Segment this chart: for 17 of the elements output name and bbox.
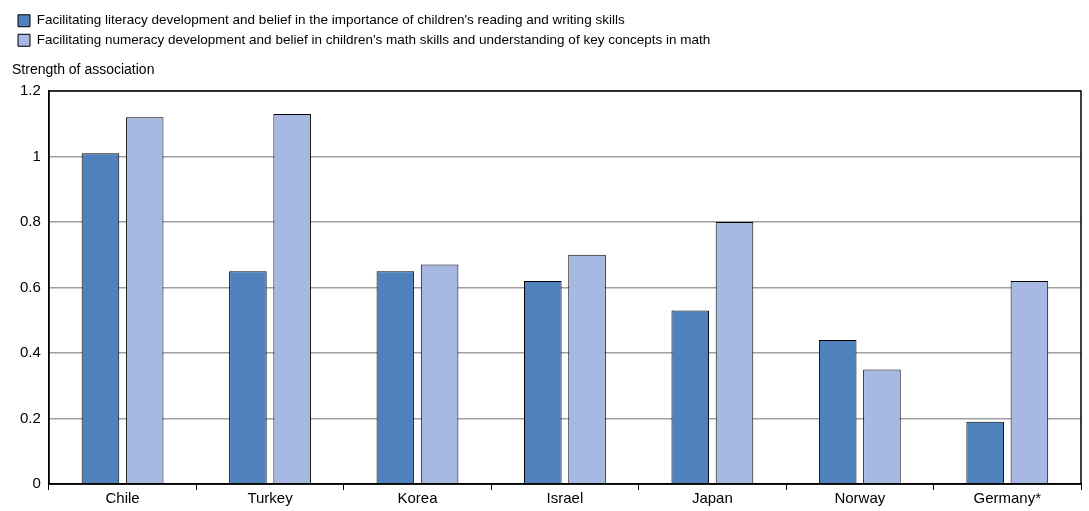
y-tick-label: 0.4 [19, 343, 41, 361]
x-tick-label: Chile [105, 489, 140, 507]
x-tick-label: Germany* [973, 489, 1042, 507]
y-tick-label: 0.2 [19, 408, 41, 426]
x-tick-label: Korea [397, 489, 439, 507]
y-tick-label: 0 [32, 474, 41, 492]
y-tick-label: 0.8 [19, 212, 41, 230]
x-tick-label: Israel [546, 489, 584, 507]
x-tick-label: Turkey [247, 489, 294, 507]
legend-label: Facilitating numeracy development and belief in children's math skills and understanding of key concepts in math [36, 31, 711, 47]
y-tick-label: 1 [32, 146, 41, 164]
y-axis-title: Strength of association [12, 60, 155, 77]
y-tick-label: 1.2 [19, 81, 41, 99]
y-tick-label: 0.6 [19, 277, 41, 295]
x-tick-label: Norway [834, 489, 886, 507]
legend-label: Facilitating literacy development and belief in the importance of children's reading and writing skills [36, 12, 625, 28]
x-tick-label: Japan [691, 489, 733, 507]
